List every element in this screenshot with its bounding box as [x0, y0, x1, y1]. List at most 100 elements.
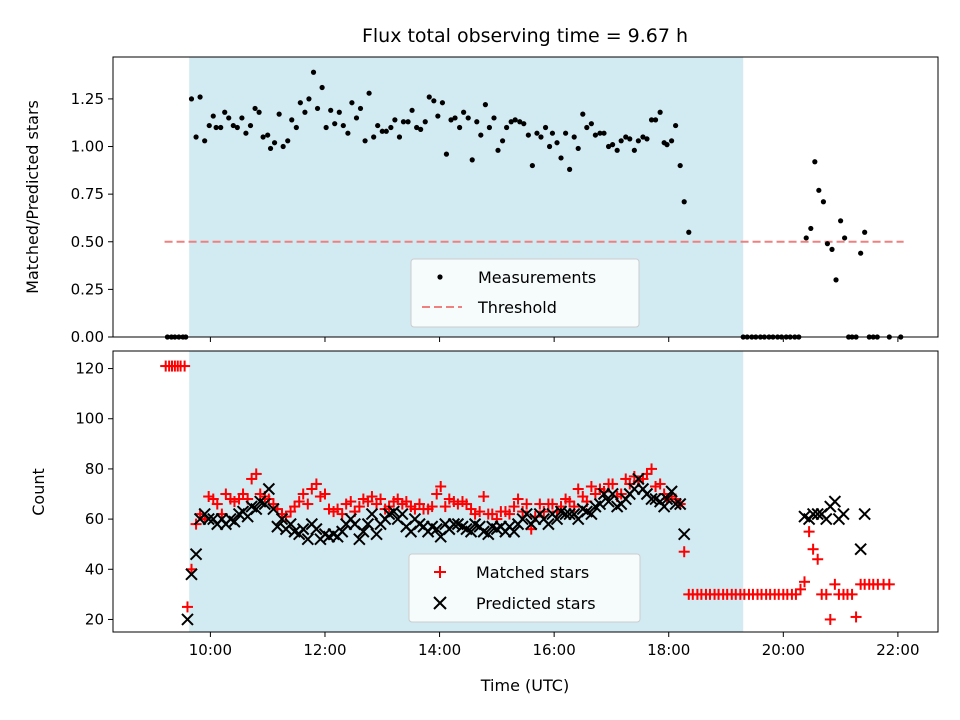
predicted-star-point — [828, 495, 842, 508]
measurement-point — [618, 138, 624, 144]
matched-star-point — [607, 478, 619, 490]
predicted-star-point — [202, 512, 215, 526]
top-ytick-label: 1.25 — [71, 90, 104, 108]
measurement-point — [640, 134, 646, 140]
top-ylabel: Matched/Predicted stars — [23, 100, 42, 294]
predicted-star-point — [310, 522, 323, 536]
top-plot-frame — [112, 56, 939, 338]
predicted-star-point — [593, 497, 607, 511]
measurement-point — [314, 105, 321, 112]
legend-threshold-label: Threshold — [477, 298, 557, 317]
matched-star-point — [850, 611, 862, 623]
predicted-star-point — [820, 512, 833, 526]
predicted-star-point — [181, 613, 194, 626]
measurement-point — [677, 162, 683, 169]
measurement-point — [491, 115, 497, 121]
matched-star-point — [546, 498, 558, 510]
top-legend-box — [410, 258, 640, 328]
predicted-star-point — [228, 515, 241, 528]
x-tick-label: 12:00 — [303, 641, 346, 659]
measurement-point — [563, 130, 569, 136]
matched-star-point — [572, 483, 584, 495]
measurement-point — [366, 90, 372, 96]
bottom-legend: Matched stars Predicted stars — [408, 553, 641, 623]
measurement-point — [197, 94, 203, 100]
legend-matched-marker — [434, 566, 446, 578]
predicted-star-point — [447, 517, 461, 531]
measurement-point — [457, 124, 463, 131]
predicted-star-point — [563, 507, 576, 521]
measurement-point — [549, 130, 556, 136]
measurement-point — [267, 145, 274, 152]
measurement-point — [443, 151, 450, 157]
matched-star-point — [508, 501, 520, 513]
measurement-point — [328, 107, 334, 113]
matched-star-point — [678, 546, 690, 558]
matched-star-point — [293, 496, 305, 508]
predicted-star-point — [275, 512, 289, 526]
measurement-point — [478, 132, 484, 138]
top-legend: Measurements Threshold — [410, 258, 640, 328]
matched-star-point — [353, 501, 365, 513]
measurement-point — [461, 109, 467, 115]
measurement-point — [816, 187, 822, 193]
matched-star-point — [302, 498, 314, 510]
measurement-point — [336, 109, 342, 115]
measurement-point — [529, 162, 535, 169]
matched-star-point — [375, 493, 387, 505]
measurement-point — [226, 115, 232, 121]
predicted-star-point — [301, 532, 314, 546]
predicted-star-point — [482, 527, 495, 541]
matched-star-point — [426, 501, 438, 513]
measurement-point — [546, 143, 553, 150]
matched-star-point — [345, 496, 357, 508]
measurement-point — [833, 277, 839, 283]
measurement-point — [681, 199, 687, 205]
predicted-star-point — [396, 507, 409, 521]
matched-star-point — [820, 588, 832, 600]
legend-predicted-marker — [433, 596, 447, 610]
matched-star-point — [829, 578, 841, 590]
measurement-point — [276, 111, 282, 117]
measurement-point — [362, 138, 368, 144]
measurement-point — [597, 130, 603, 136]
predicted-star-point — [361, 517, 375, 531]
predicted-star-point — [542, 517, 555, 531]
predicted-star-point — [262, 482, 276, 496]
measurement-point — [285, 138, 291, 144]
predicted-star-point — [657, 500, 671, 513]
matched-star-point — [846, 588, 858, 600]
measurement-point — [623, 134, 629, 140]
matched-star-point — [474, 506, 486, 518]
bottom-legend-box — [408, 553, 641, 623]
measurement-point — [353, 115, 360, 121]
measurement-point — [627, 136, 633, 142]
matched-star-point — [646, 463, 658, 475]
matched-star-point — [439, 501, 451, 513]
predicted-star-point — [602, 495, 615, 508]
top-ytick-label: 0.25 — [71, 280, 104, 298]
measurement-point — [580, 111, 586, 117]
measurement-point — [521, 121, 527, 127]
measurement-point — [297, 100, 303, 106]
measurement-point — [422, 119, 428, 125]
predicted-star-point — [430, 522, 443, 536]
predicted-star-point — [645, 492, 658, 506]
matched-star-point — [211, 498, 223, 510]
measurement-point — [657, 109, 663, 115]
bottom-plot-frame — [112, 350, 939, 633]
matched-star-point — [538, 506, 550, 518]
predicted-star-point — [507, 525, 521, 538]
measurement-point — [239, 115, 245, 121]
x-tick-label: 16:00 — [533, 641, 576, 659]
measurement-point — [592, 132, 598, 138]
measurement-point — [503, 124, 510, 131]
measurement-point — [202, 138, 208, 144]
top-ytick-label: 0.00 — [71, 328, 104, 346]
predicted-star-point — [353, 532, 366, 546]
measurement-point — [482, 102, 488, 108]
predicted-star-point — [284, 517, 297, 531]
measurement-point — [357, 105, 364, 112]
measurement-point — [260, 134, 266, 140]
